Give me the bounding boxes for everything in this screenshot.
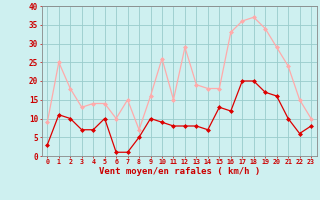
X-axis label: Vent moyen/en rafales ( km/h ): Vent moyen/en rafales ( km/h ) xyxy=(99,167,260,176)
